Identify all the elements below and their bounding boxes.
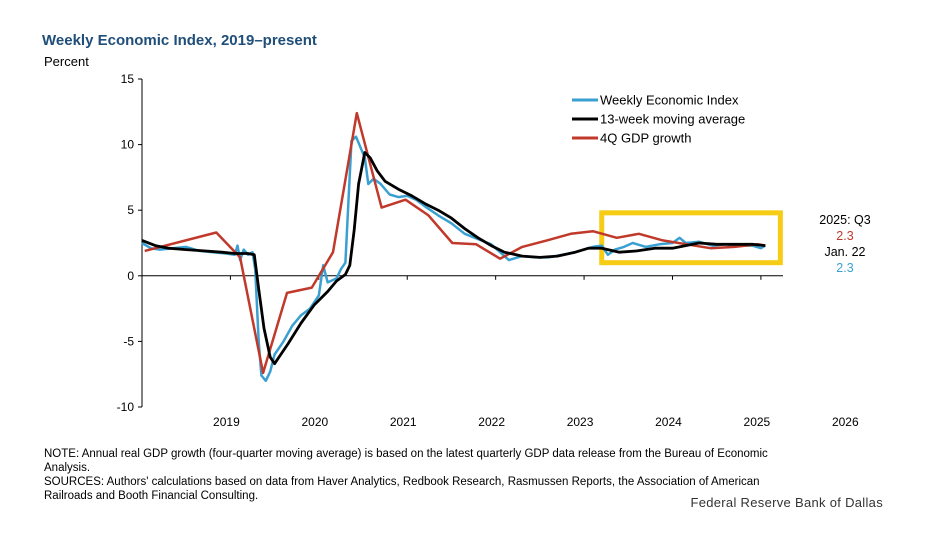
note-text: NOTE: Annual real GDP growth (four-quart… <box>44 448 768 474</box>
x-tick-label: 2022 <box>478 415 505 429</box>
legend-label-gdp: 4Q GDP growth <box>600 131 692 146</box>
series-line-ma <box>141 151 766 366</box>
x-tick-label: 2020 <box>301 415 328 429</box>
annotation-gdp-value: 2.3 <box>836 229 853 243</box>
credit-logo-text: Federal Reserve Bank of Dallas <box>690 495 883 510</box>
series-line-gdp <box>144 111 766 375</box>
y-tick-label: 5 <box>127 203 134 217</box>
x-tick-label: 2024 <box>655 415 682 429</box>
x-tick-label: 2021 <box>390 415 417 429</box>
x-tick-label: 2025 <box>744 415 771 429</box>
legend-label-wei: Weekly Economic Index <box>600 93 739 108</box>
annotation-wei-value: 2.3 <box>836 261 853 275</box>
series-line-wei <box>141 135 766 383</box>
x-tick-label: 2026 <box>832 415 859 429</box>
sources-text: SOURCES: Authors' calculations based on … <box>44 476 760 502</box>
y-tick-label: -10 <box>117 400 135 414</box>
y-tick-label: 10 <box>121 138 135 152</box>
y-axis-label: Percent <box>44 54 89 69</box>
annotation-wei-date: Jan. 22 <box>824 245 865 259</box>
y-tick-label: 0 <box>127 269 134 283</box>
x-tick-label: 2023 <box>567 415 594 429</box>
y-tick-label: -5 <box>123 334 134 348</box>
annotation-gdp-period: 2025: Q3 <box>819 213 870 227</box>
legend-label-ma: 13-week moving average <box>600 112 745 127</box>
chart-title: Weekly Economic Index, 2019–present <box>42 32 317 49</box>
x-tick-label: 2019 <box>213 415 240 429</box>
highlight-box <box>599 210 783 266</box>
y-tick-label: 15 <box>121 72 135 86</box>
